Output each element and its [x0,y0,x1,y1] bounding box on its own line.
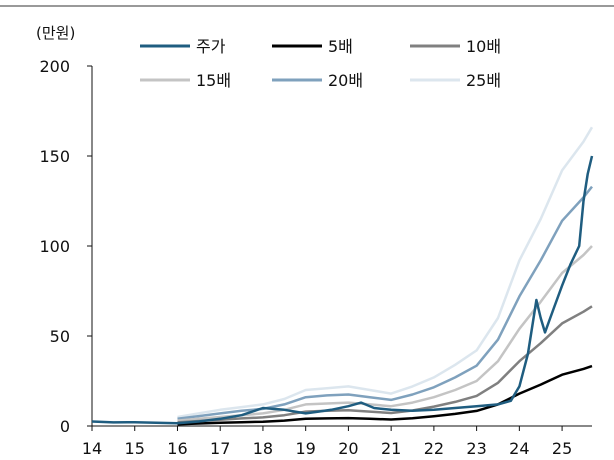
x-tick-label: 23 [466,439,486,458]
x-tick-label: 20 [338,439,358,458]
legend: 주가 5배 10배 15배 20배 25배 [140,37,501,90]
series-line-15배 [177,245,593,422]
x-tick-label: 18 [253,439,273,458]
x-tick-label: 25 [552,439,572,458]
y-tick-label: 150 [39,147,70,166]
x-tick-label: 22 [424,439,444,458]
y-tick-label: 50 [50,327,70,346]
plot-area [91,126,594,426]
series-line-20배 [177,185,593,421]
y-tick-label: 0 [60,417,70,436]
legend-label: 15배 [196,71,231,90]
axes: 0 50 100 150 200 14 15 16 17 18 19 20 21 22 23 24 25 [39,57,592,458]
series-line-10배 [177,305,593,424]
series-line-5배 [177,364,593,426]
series-line-주가 [91,155,594,425]
legend-label: 주가 [196,37,226,56]
y-tick-label: 100 [39,237,70,256]
x-tick-label: 19 [295,439,315,458]
legend-label: 25배 [466,71,501,90]
x-tick-label: 17 [210,439,230,458]
y-tick-label: 200 [39,57,70,76]
series-line-25배 [177,126,594,419]
legend-label: 20배 [328,71,363,90]
x-tick-label: 14 [82,439,102,458]
legend-label: 5배 [328,37,353,56]
legend-label: 10배 [466,37,501,56]
x-tick-label: 21 [381,439,401,458]
x-tick-label: 24 [509,439,529,458]
x-tick-label: 15 [125,439,145,458]
x-tick-label: 16 [167,439,187,458]
y-unit-label: (만원) [36,24,75,42]
